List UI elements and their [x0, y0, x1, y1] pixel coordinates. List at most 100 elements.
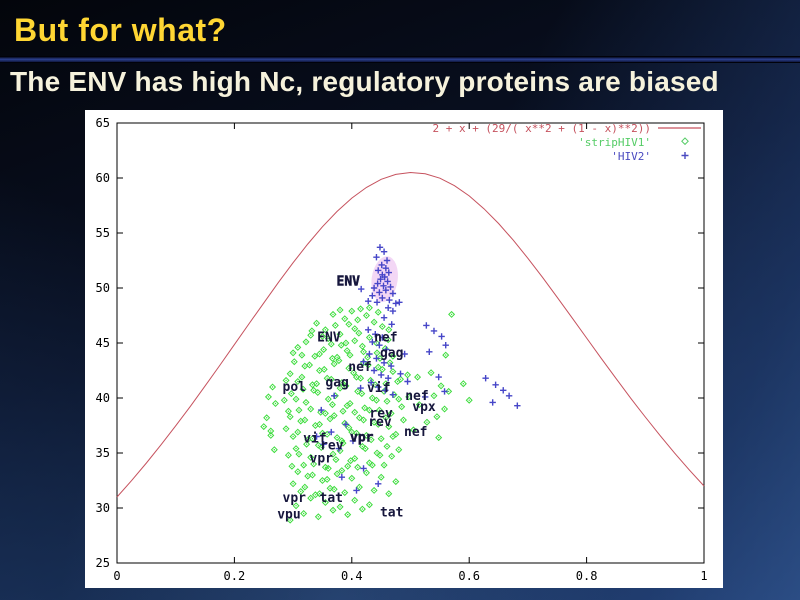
series-striphiv1: [260, 304, 473, 524]
diamond-marker-dot: [329, 418, 331, 420]
diamond-marker: [299, 385, 307, 393]
diamond-marker-dot: [333, 488, 335, 490]
diamond-marker-dot: [348, 367, 350, 369]
slide-subtitle: The ENV has high Nc, regulatory proteins…: [10, 66, 719, 97]
diamond-marker: [302, 398, 310, 406]
slide-title: But for what?: [14, 12, 227, 48]
diamond-marker: [321, 498, 329, 507]
diamond-marker-dot: [301, 376, 303, 378]
diamond-marker-dot: [362, 419, 365, 421]
plus-marker: [373, 299, 381, 306]
diamond-marker: [282, 425, 290, 433]
diamond-marker-dot: [354, 499, 356, 501]
diamond-marker-dot: [383, 390, 385, 393]
plus-marker: [386, 296, 393, 304]
diamond-marker: [347, 457, 355, 465]
plus-marker: [389, 290, 397, 297]
plus-marker: [438, 333, 445, 340]
diamond-marker-dot: [265, 417, 268, 419]
diamond-marker: [294, 468, 302, 476]
diamond-marker: [289, 432, 297, 441]
plus-marker: [377, 276, 384, 283]
diamond-marker-dot: [305, 341, 307, 343]
diamond-marker-dot: [396, 380, 399, 383]
diamond-marker: [282, 376, 290, 384]
diamond-marker-dot: [365, 472, 368, 474]
plus-marker: [360, 465, 367, 472]
diamond-marker-dot: [327, 398, 330, 400]
plus-marker: [349, 437, 357, 445]
diamond-marker-dot: [366, 356, 369, 358]
diamond-marker: [365, 459, 373, 467]
diamond-marker-dot: [399, 378, 402, 380]
diamond-marker: [316, 420, 324, 428]
diamond-marker: [342, 339, 350, 347]
plus-marker: [441, 388, 448, 395]
diamond-marker-dot: [412, 429, 415, 431]
diamond-marker: [339, 407, 347, 415]
diamond-marker: [307, 494, 315, 502]
diamond-marker-dot: [336, 436, 338, 439]
diamond-marker-dot: [375, 399, 378, 401]
diamond-marker-dot: [362, 351, 365, 353]
diamond-marker: [295, 450, 303, 458]
diamond-marker-dot: [324, 501, 327, 504]
diamond-marker-dot: [371, 464, 374, 466]
diamond-marker: [427, 369, 435, 377]
diamond-marker-dot: [323, 368, 325, 371]
protein-label: tat: [320, 491, 343, 506]
diamond-marker-dot: [317, 444, 320, 446]
diamond-marker-dot: [436, 416, 438, 418]
plus-marker: [338, 474, 346, 481]
diamond-marker: [351, 337, 359, 345]
diamond-marker: [388, 452, 396, 460]
diamond-marker: [376, 451, 384, 459]
plus-marker: [376, 244, 384, 251]
diamond-marker-dot: [346, 405, 348, 407]
diamond-marker-dot: [332, 509, 334, 511]
diamond-marker: [362, 469, 370, 477]
diamond-marker-dot: [437, 436, 440, 439]
diamond-marker: [357, 374, 365, 382]
diamond-marker: [316, 350, 324, 358]
diamond-marker-dot: [416, 376, 419, 378]
diamond-marker: [351, 325, 359, 333]
diamond-marker-dot: [346, 465, 349, 467]
plus-marker: [383, 257, 391, 264]
plus-marker: [384, 278, 391, 285]
diamond-marker-dot: [315, 322, 318, 324]
diamond-marker: [380, 461, 388, 469]
plus-marker: [375, 267, 382, 274]
diamond-marker-dot: [375, 342, 378, 344]
diamond-marker: [294, 343, 302, 351]
diamond-marker: [313, 380, 321, 388]
diamond-marker: [297, 487, 305, 496]
diamond-marker: [354, 316, 362, 324]
diamond-marker: [267, 427, 275, 435]
plus-marker: [318, 406, 325, 414]
diamond-marker: [354, 463, 362, 471]
diamond-marker: [323, 430, 331, 438]
diamond-marker-dot: [331, 357, 334, 360]
diamond-marker-dot: [377, 366, 379, 368]
diamond-marker: [311, 352, 319, 360]
diamond-marker: [335, 357, 343, 365]
diamond-marker-dot: [320, 446, 322, 449]
plus-marker: [382, 287, 390, 294]
diamond-marker: [307, 453, 315, 461]
diamond-marker-dot: [367, 364, 369, 366]
plus-marker: [379, 294, 386, 302]
diamond-marker-dot: [445, 354, 447, 356]
plus-marker: [492, 381, 499, 388]
plus-marker: [380, 282, 387, 289]
diamond-marker: [329, 506, 337, 514]
diamond-marker-dot: [290, 392, 293, 395]
diamond-marker: [389, 368, 397, 376]
plus-marker: [376, 342, 383, 349]
plus-marker: [357, 285, 365, 293]
diamond-marker: [330, 360, 338, 368]
diamond-marker-dot: [365, 314, 368, 317]
diamond-marker: [372, 396, 380, 404]
diamond-marker: [308, 435, 316, 443]
